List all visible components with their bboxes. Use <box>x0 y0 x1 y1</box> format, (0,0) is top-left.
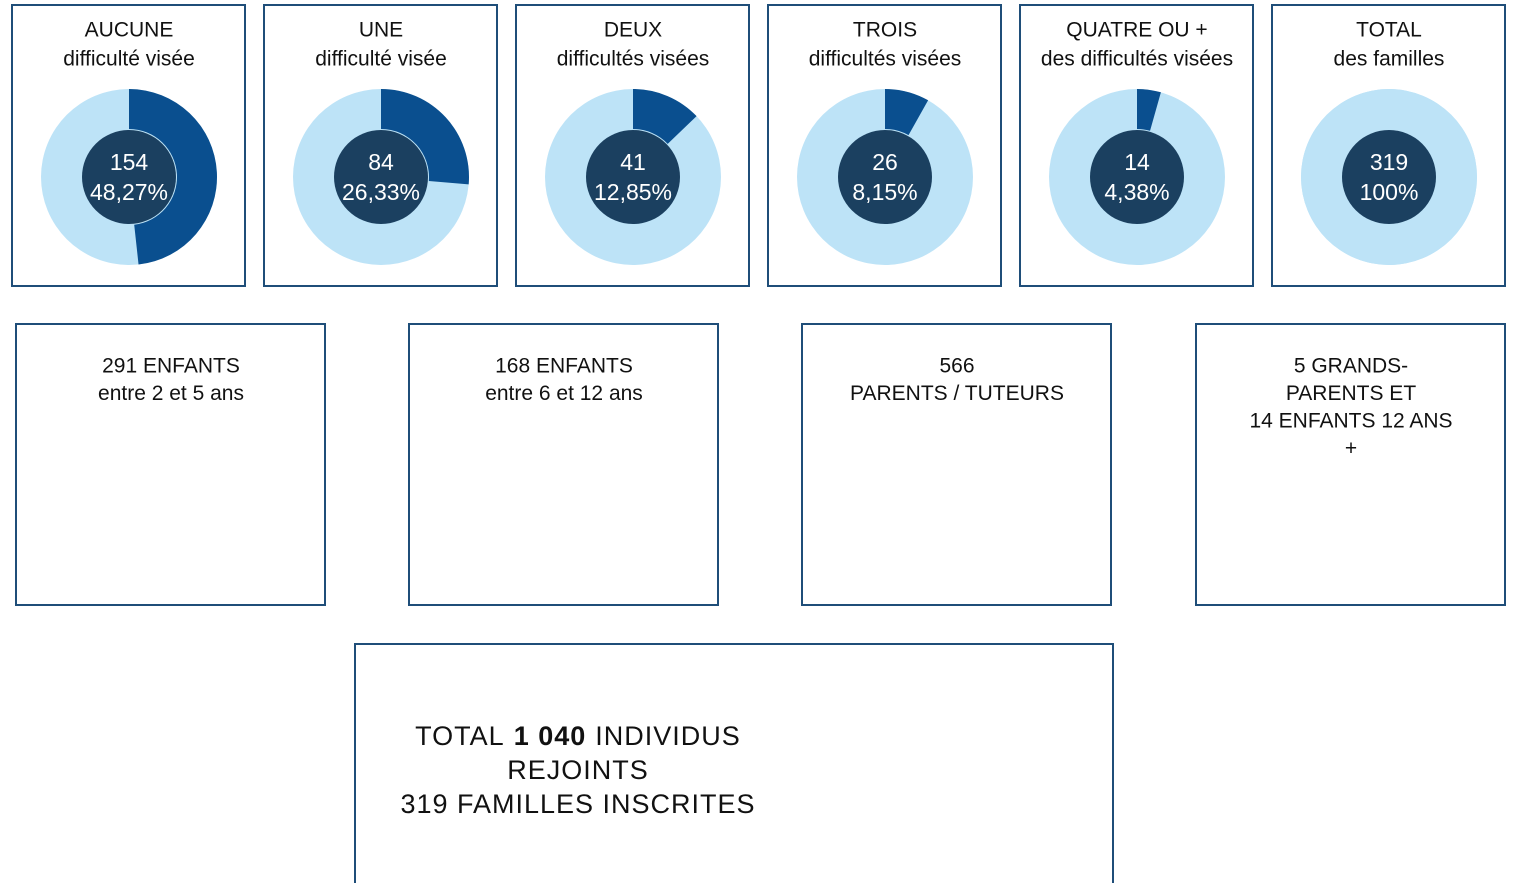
group-text: 566 <box>939 355 974 378</box>
donut-arc <box>633 89 697 144</box>
total-card <box>354 643 1114 883</box>
card-title: TOTAL <box>1356 19 1422 42</box>
donut-hole <box>838 130 932 224</box>
total-line: TOTAL 1 040 INDIVIDUS <box>415 721 741 751</box>
group-card <box>15 323 326 606</box>
count-label: 26 <box>872 149 898 175</box>
percent-label: 12,85% <box>594 179 672 205</box>
count-label: 154 <box>110 149 149 175</box>
card-title: QUATRE OU + <box>1066 19 1207 42</box>
card-title: difficultés visées <box>557 48 710 71</box>
card-title: difficultés visées <box>809 48 962 71</box>
donut-hole <box>334 130 428 224</box>
card-title: des familles <box>1334 48 1445 71</box>
card-title: UNE <box>359 19 403 42</box>
total-part: 1 040 <box>514 721 587 751</box>
card-title: des difficultés visées <box>1041 48 1233 71</box>
group-card <box>1195 323 1506 606</box>
card-title: TROIS <box>853 19 917 42</box>
group-text: + <box>1345 437 1357 460</box>
donut-arc <box>381 89 469 185</box>
card-title: DEUX <box>604 19 662 42</box>
percent-label: 26,33% <box>342 179 420 205</box>
total-part: INDIVIDUS <box>595 721 741 751</box>
percent-label: 100% <box>1360 179 1419 205</box>
percent-label: 4,38% <box>1104 179 1169 205</box>
donut-hole <box>1342 130 1436 224</box>
card-title: AUCUNE <box>85 19 174 42</box>
count-label: 84 <box>368 149 394 175</box>
donut-arc <box>885 89 929 136</box>
total-line: REJOINTS <box>507 755 649 785</box>
group-text: entre 6 et 12 ans <box>485 382 643 405</box>
donut-hole <box>586 130 680 224</box>
percent-label: 8,15% <box>852 179 917 205</box>
donut-arc <box>1137 89 1161 131</box>
total-part: TOTAL <box>415 721 505 751</box>
group-text: entre 2 et 5 ans <box>98 382 244 405</box>
count-label: 319 <box>1370 149 1408 175</box>
percent-label: 48,27% <box>90 179 168 205</box>
donut-arc <box>129 89 217 265</box>
card-title: difficulté visée <box>315 48 447 71</box>
group-text: PARENTS / TUTEURS <box>850 382 1064 405</box>
group-text: 5 GRANDS- <box>1294 355 1408 378</box>
count-label: 41 <box>620 149 646 175</box>
card-title: difficulté visée <box>63 48 195 71</box>
group-text: 168 ENFANTS <box>495 355 633 378</box>
group-text: PARENTS ET <box>1286 382 1416 405</box>
donut-arc <box>1301 89 1477 265</box>
group-text: 14 ENFANTS 12 ANS <box>1249 410 1452 433</box>
group-text: 291 ENFANTS <box>102 355 240 378</box>
count-label: 14 <box>1124 149 1150 175</box>
donut-hole <box>1090 130 1184 224</box>
group-card <box>801 323 1112 606</box>
group-card <box>408 323 719 606</box>
total-line: 319 FAMILLES INSCRITES <box>400 789 755 819</box>
donut-hole <box>82 130 176 224</box>
